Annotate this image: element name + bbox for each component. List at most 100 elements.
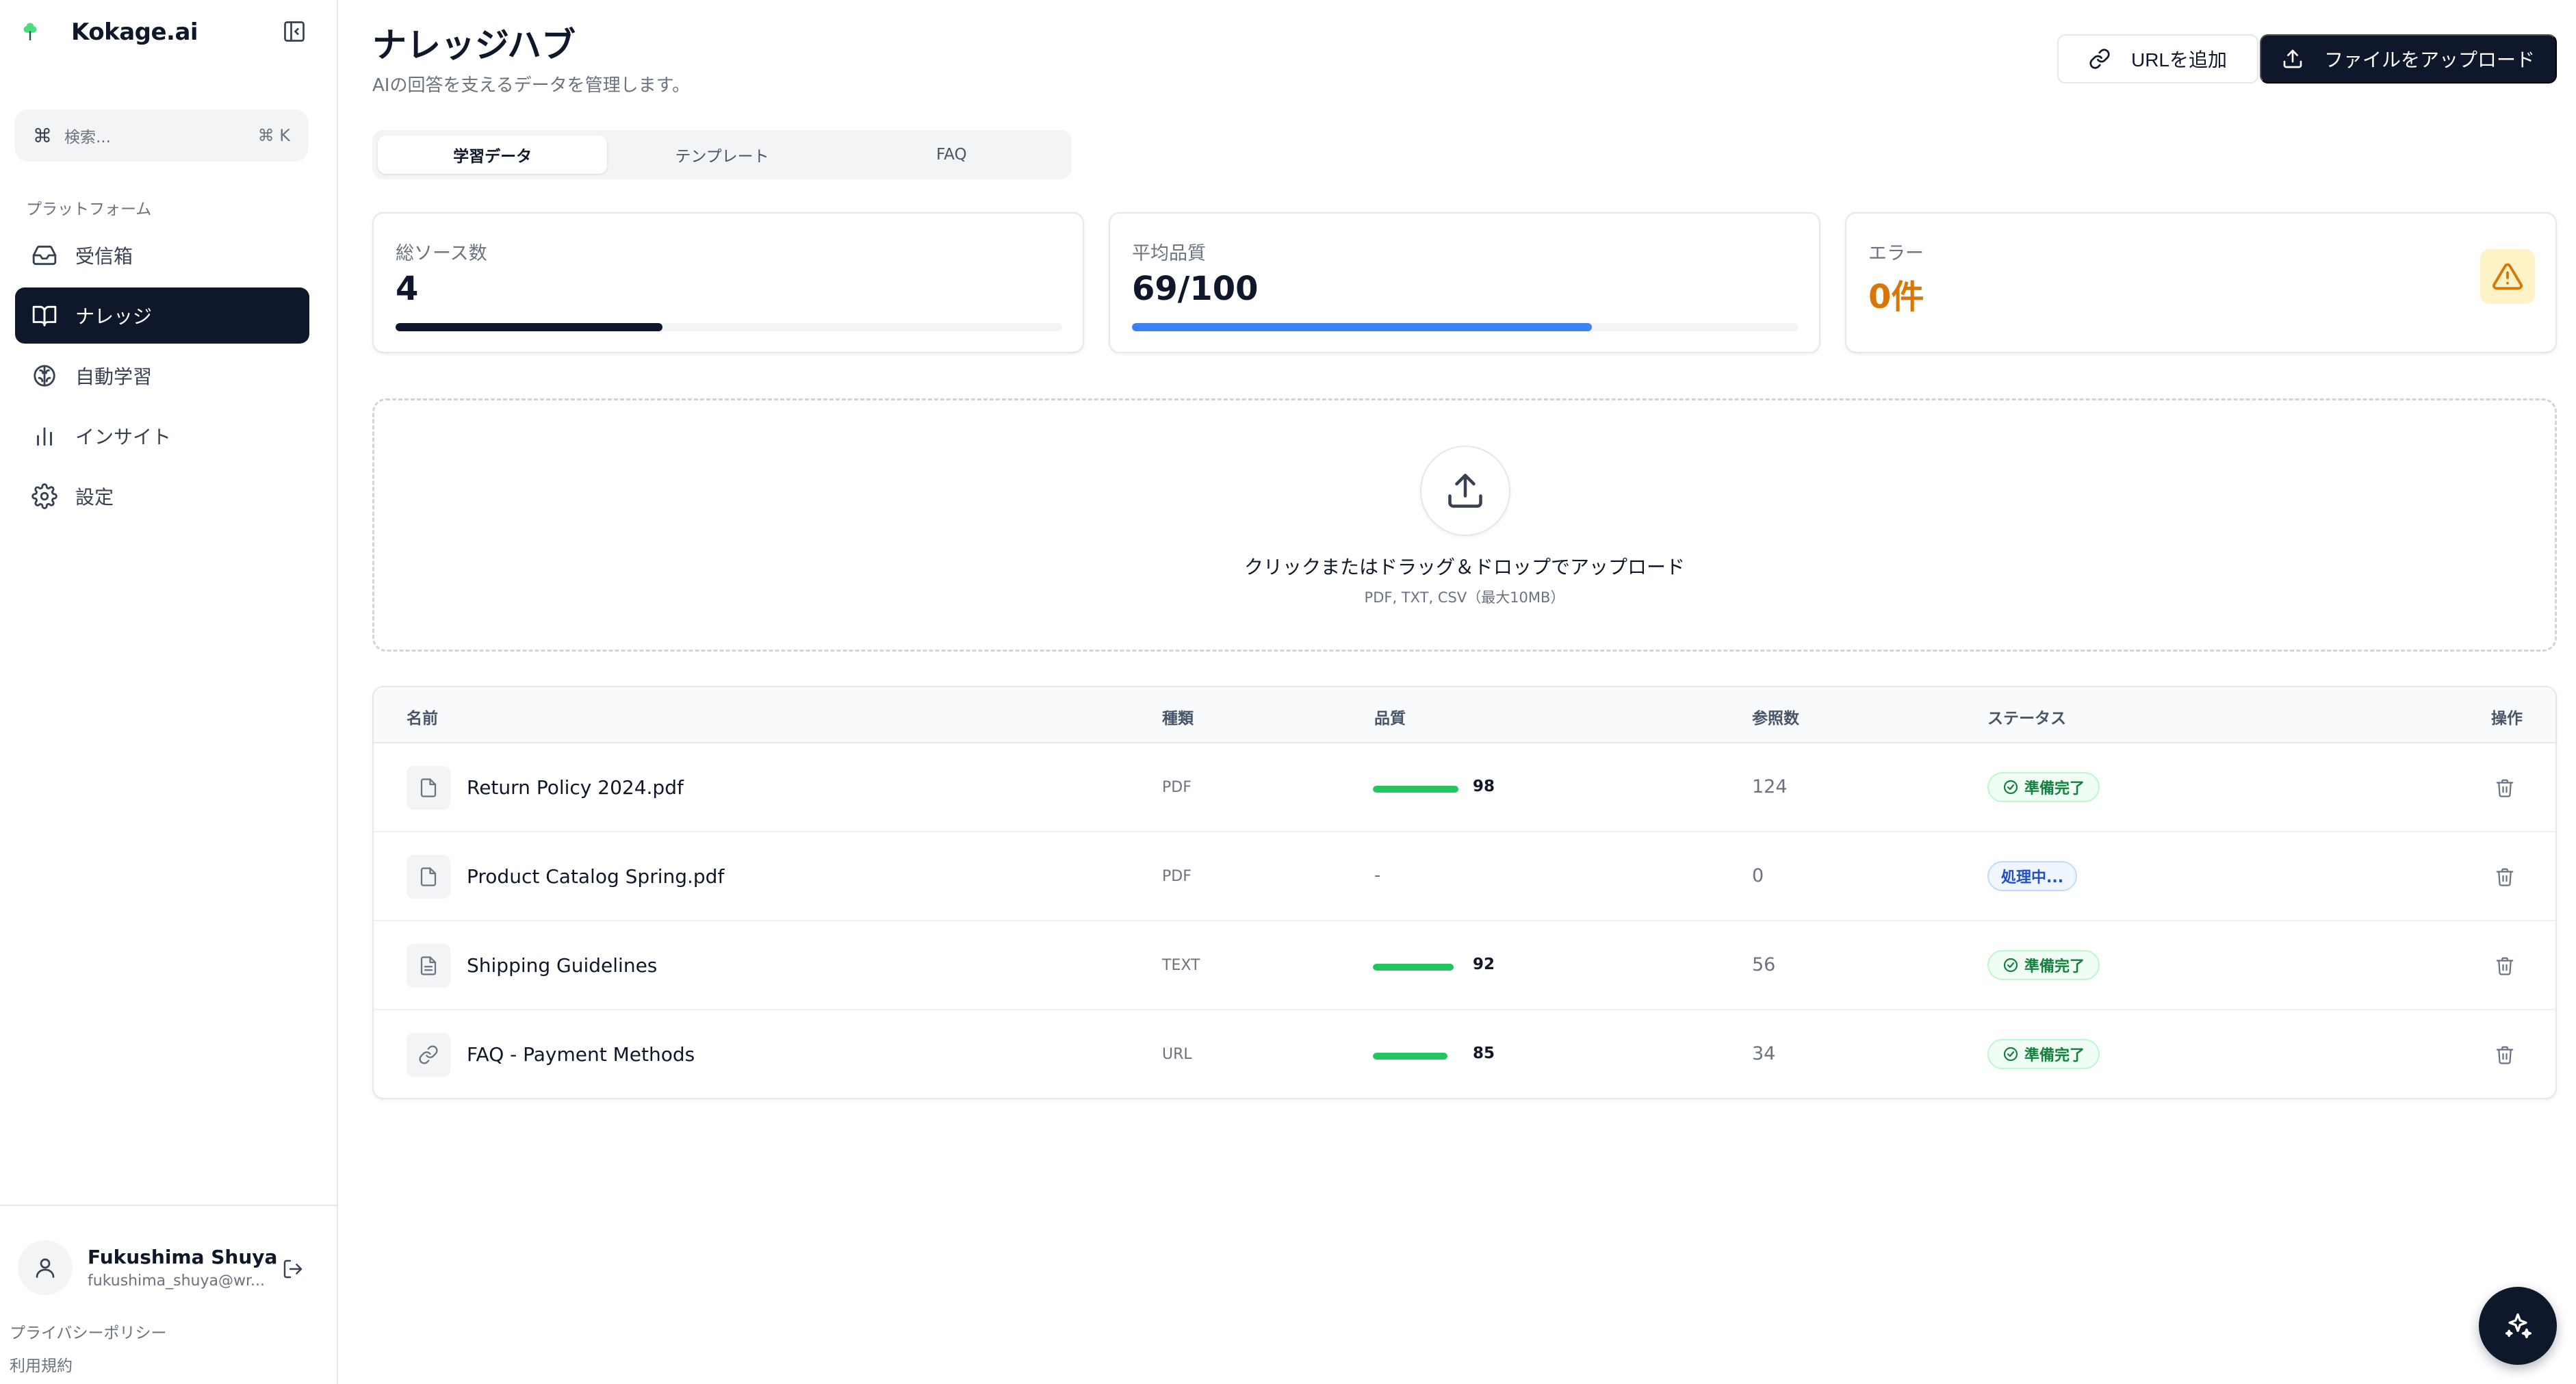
delete-button[interactable]: [2491, 952, 2519, 979]
column-header-name: 名前: [407, 710, 438, 728]
stat-value: 69/100: [1132, 270, 1259, 308]
status-label: 準備完了: [2024, 1047, 2085, 1064]
status-label: 処理中...: [2001, 869, 2064, 886]
sidebar-item-knowledge[interactable]: ナレッジ: [15, 287, 309, 344]
table-header: 名前 種類 品質 参照数 ステータス 操作: [374, 687, 2555, 743]
trash-icon: [2496, 779, 2514, 797]
upload-file-button[interactable]: ファイルをアップロード: [2260, 34, 2557, 84]
upload-circle: [1420, 446, 1510, 536]
sidebar-item-label: 自動学習: [75, 366, 153, 388]
privacy-policy-link[interactable]: プライバシーポリシー: [10, 1324, 167, 1342]
upload-icon: [1448, 474, 1482, 508]
delete-button[interactable]: [2491, 1041, 2519, 1068]
status-label: 準備完了: [2024, 958, 2085, 975]
link-icon: [419, 1045, 438, 1064]
status-badge: 準備完了: [1987, 950, 2100, 980]
file-icon-box: [407, 944, 450, 988]
brand-name: Kokage.ai: [71, 18, 198, 46]
status-badge: 処理中...: [1987, 861, 2078, 891]
search-shortcut: ⌘ K: [257, 126, 290, 145]
check-circle-icon: [2003, 1047, 2018, 1062]
add-url-button[interactable]: URLを追加: [2057, 34, 2258, 84]
book-open-icon: [32, 305, 57, 326]
tab-templates[interactable]: テンプレート: [675, 148, 769, 166]
brain-icon: [34, 365, 55, 387]
bar-chart-icon: [37, 427, 52, 446]
gear-icon: [31, 483, 57, 509]
file-icon: [420, 778, 437, 797]
upload-file-label: ファイルをアップロード: [2323, 49, 2535, 71]
dropzone-title: クリックまたはドラッグ＆ドロップでアップロード: [1244, 556, 1685, 578]
user-profile[interactable]: Fukushima Shuya fukushima_shuya@wr...: [18, 1240, 277, 1295]
sidebar-item-settings[interactable]: 設定: [15, 468, 309, 524]
stat-card-errors: エラー 0件: [1845, 212, 2557, 353]
search-input[interactable]: ⌘ 検索... ⌘ K: [15, 110, 308, 162]
stat-value: 4: [396, 270, 419, 308]
table-row[interactable]: Return Policy 2024.pdf PDF 98 124 準備完了: [374, 743, 2555, 832]
logout-button[interactable]: [279, 1255, 307, 1283]
sidebar-footer: Fukushima Shuya fukushima_shuya@wr... プラ…: [0, 1205, 338, 1384]
user-name: Fukushima Shuya: [88, 1246, 278, 1268]
nav-section-label: プラットフォーム: [26, 201, 152, 218]
progress-fill: [1132, 323, 1593, 331]
collapse-sidebar-button[interactable]: [281, 18, 308, 45]
stat-card-average-quality: 平均品質 69/100: [1109, 212, 1820, 353]
add-url-label: URLを追加: [2130, 49, 2227, 71]
brand[interactable]: Kokage.ai: [18, 15, 198, 49]
file-type: PDF: [1162, 779, 1192, 796]
file-text-icon: [420, 956, 437, 975]
search-placeholder: 検索...: [64, 129, 111, 146]
column-header-quality: 品質: [1374, 710, 1406, 728]
file-type: URL: [1162, 1046, 1192, 1063]
file-icon-box: [407, 766, 450, 810]
stat-card-total-sources: 総ソース数 4: [372, 212, 1084, 353]
reference-count: 0: [1752, 865, 1764, 886]
avatar: [18, 1240, 73, 1295]
check-circle-icon: [2003, 780, 2018, 795]
user-icon: [36, 1258, 55, 1278]
sidebar-item-label: 設定: [75, 486, 114, 509]
check-circle-icon: [2003, 958, 2018, 973]
command-icon: ⌘: [33, 124, 52, 147]
sidebar-item-auto-learning[interactable]: 自動学習: [15, 348, 309, 404]
sidebar: Kokage.ai ⌘ 検索... ⌘ K プラットフォーム 受信箱 ナレッジ: [0, 0, 338, 1384]
table-row[interactable]: FAQ - Payment Methods URL 85 34 準備完了: [374, 1010, 2555, 1098]
stat-label: 平均品質: [1132, 243, 1206, 264]
user-email: fukushima_shuya@wr...: [88, 1272, 265, 1290]
status-badge: 準備完了: [1987, 1039, 2100, 1069]
sparkles-icon: [2505, 1313, 2532, 1339]
column-header-status: ステータス: [1987, 710, 2066, 728]
sidebar-item-insights[interactable]: インサイト: [15, 408, 309, 464]
dropzone-subtitle: PDF, TXT, CSV（最大10MB）: [1364, 589, 1565, 606]
table-row[interactable]: Shipping Guidelines TEXT 92 56 準備完了: [374, 921, 2555, 1010]
quality-score: -: [1374, 865, 1381, 886]
tab-training-data[interactable]: 学習データ: [378, 136, 608, 174]
file-name: FAQ - Payment Methods: [467, 1043, 695, 1066]
terms-link[interactable]: 利用規約: [10, 1357, 73, 1375]
column-header-type: 種類: [1162, 710, 1194, 728]
sidebar-item-label: ナレッジ: [75, 305, 153, 328]
file-type: PDF: [1162, 868, 1192, 885]
progress-bar: [1132, 323, 1799, 331]
delete-button[interactable]: [2491, 774, 2519, 802]
sidebar-collapse-icon: [284, 21, 305, 42]
stat-value: 0件: [1868, 278, 1924, 316]
status-badge: 準備完了: [1987, 772, 2100, 802]
upload-dropzone[interactable]: クリックまたはドラッグ＆ドロップでアップロード PDF, TXT, CSV（最大…: [372, 398, 2557, 652]
ai-assistant-button[interactable]: [2479, 1287, 2557, 1365]
delete-button[interactable]: [2491, 863, 2519, 890]
reference-count: 124: [1752, 776, 1788, 797]
tree-logo-icon: [23, 23, 37, 40]
file-name: Product Catalog Spring.pdf: [467, 865, 725, 888]
file-icon-box: [407, 855, 450, 899]
sidebar-item-inbox[interactable]: 受信箱: [15, 227, 309, 283]
sidebar-item-label: インサイト: [75, 426, 172, 448]
status-label: 準備完了: [2024, 780, 2085, 797]
tab-faq[interactable]: FAQ: [936, 146, 967, 164]
stat-label: エラー: [1868, 243, 1924, 264]
trash-icon: [2496, 1046, 2514, 1064]
trash-icon: [2496, 868, 2514, 886]
column-header-actions: 操作: [2491, 710, 2523, 728]
logout-icon: [283, 1259, 302, 1279]
table-row[interactable]: Product Catalog Spring.pdf PDF - 0 処理中..…: [374, 832, 2555, 921]
